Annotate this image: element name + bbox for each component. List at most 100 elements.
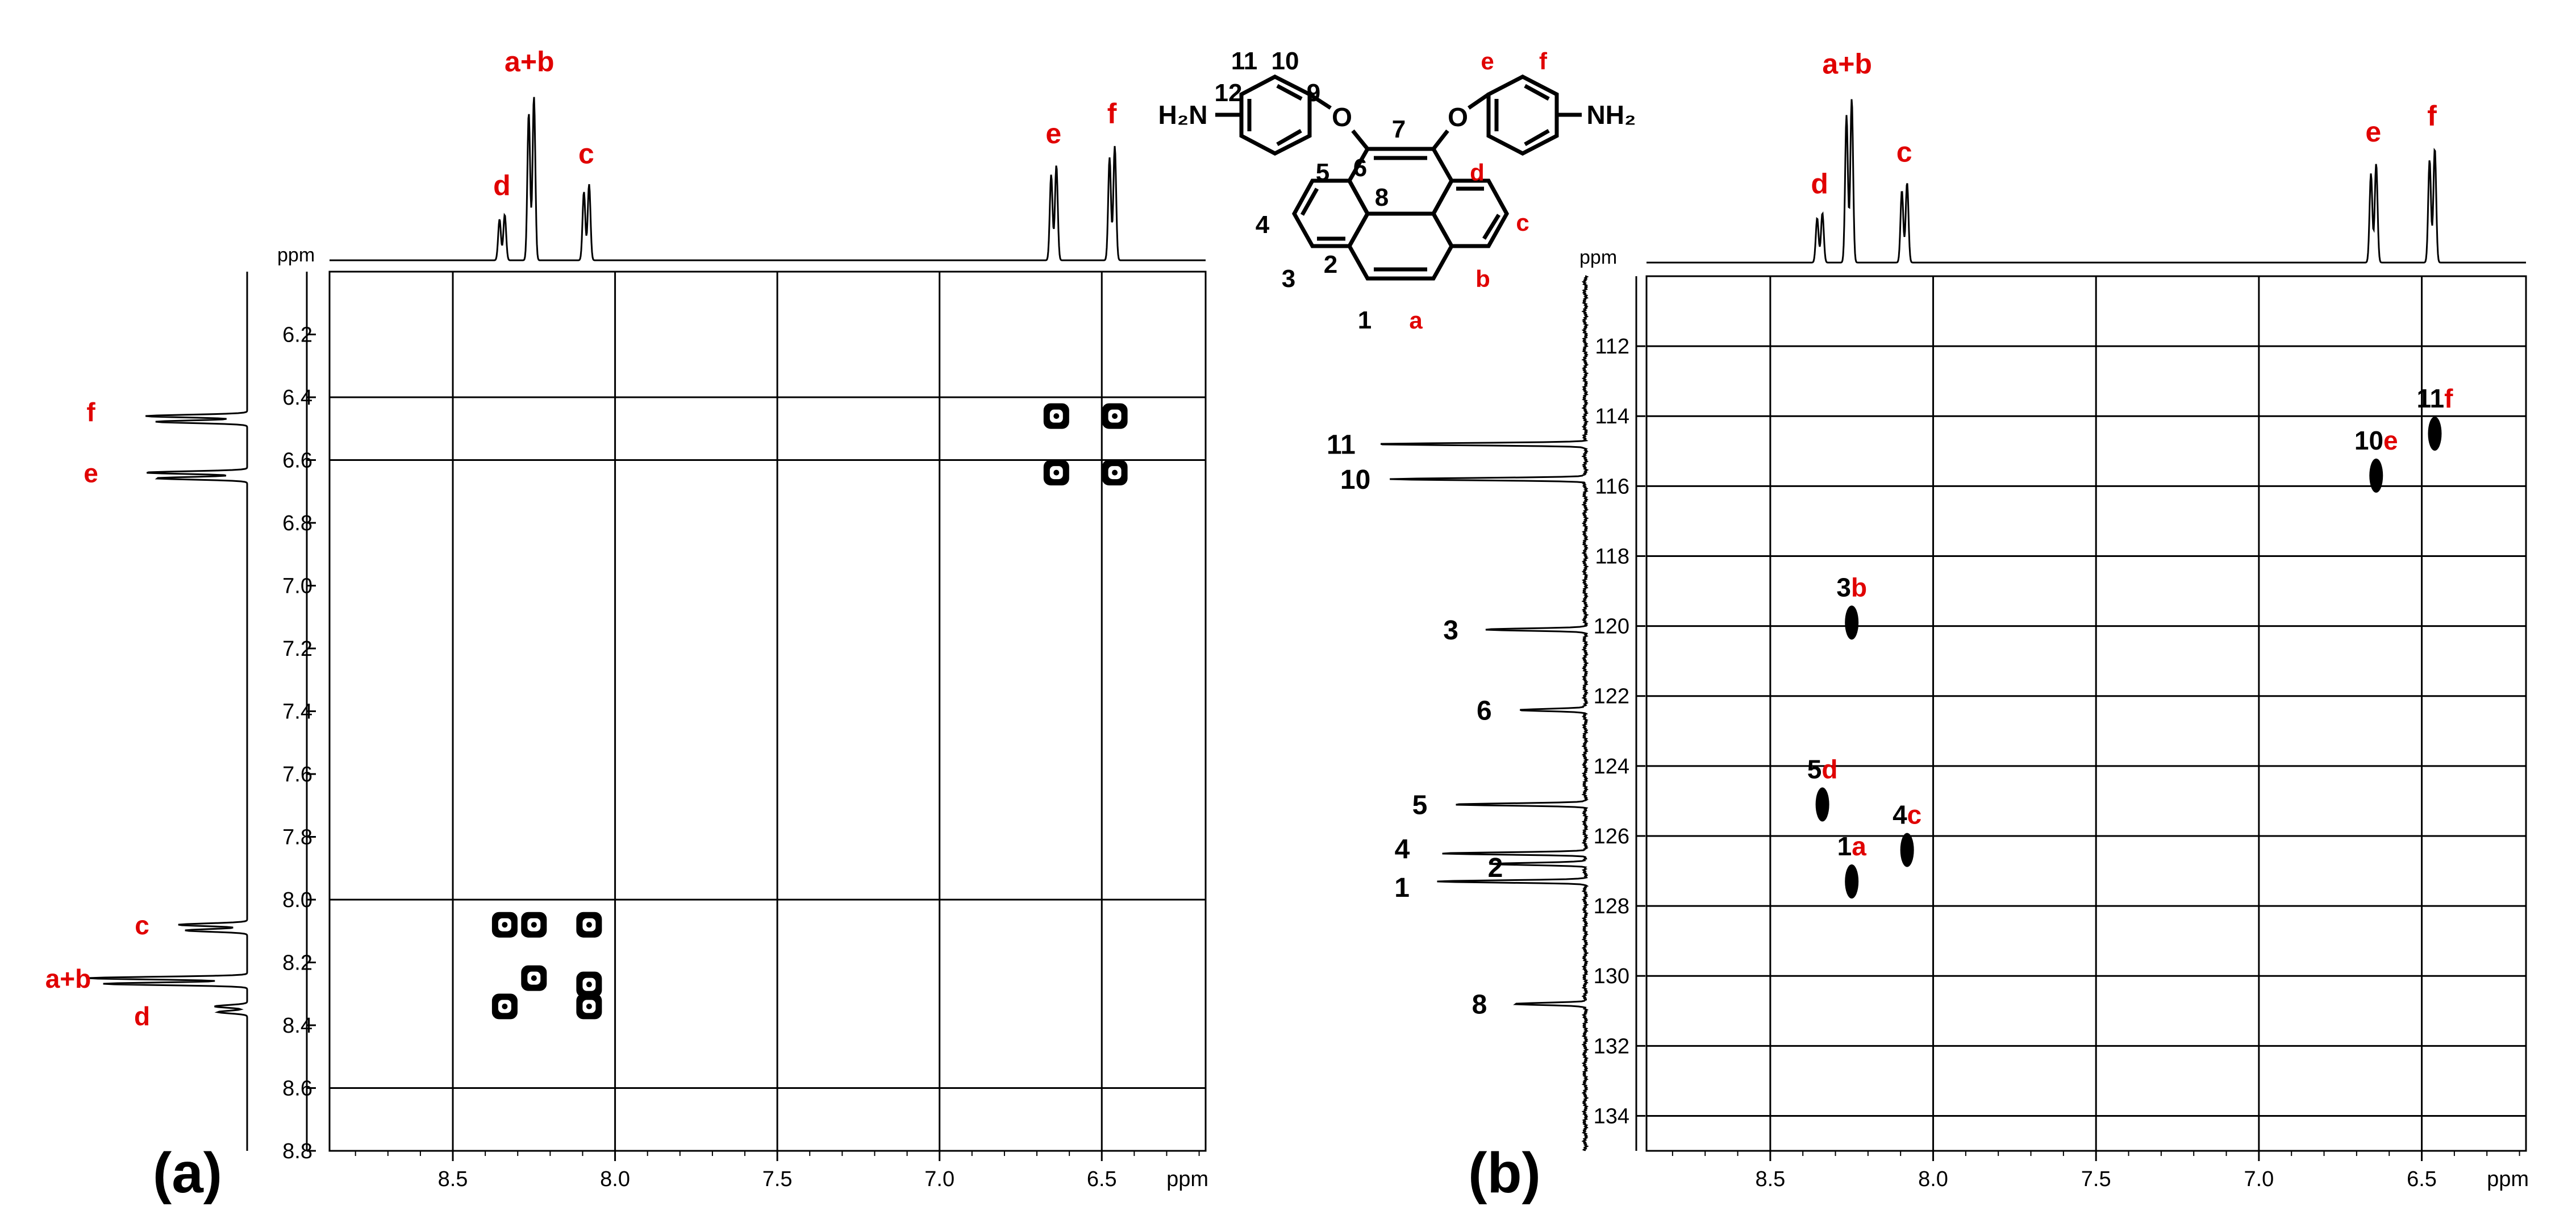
- cross-peak-label: 10e: [2354, 426, 2398, 455]
- left-projection-spectrum: [1380, 275, 1589, 1151]
- left-phenyl-ring: [1239, 74, 1312, 156]
- top-peak-label: e: [1045, 118, 1061, 149]
- cross-peak: [576, 971, 602, 997]
- cross-peak: [491, 912, 518, 938]
- top-peak-label: d: [1811, 168, 1828, 200]
- left-peak-label: 10: [1340, 465, 1370, 495]
- left-peak-label: 8: [1472, 989, 1487, 1020]
- x-tick-label: 6.5: [1087, 1167, 1117, 1191]
- top-peak-label: a+b: [1822, 48, 1872, 80]
- carbon-label: 4: [1256, 211, 1270, 239]
- molecule-structure: [1215, 74, 1582, 281]
- x-tick-label: 8.5: [438, 1167, 468, 1191]
- y-tick-label: 6.8: [282, 511, 312, 535]
- top-peak-label: c: [578, 138, 594, 169]
- cross-peak: [1043, 460, 1069, 486]
- cross-peak-label: 3b: [1836, 572, 1867, 602]
- carbon-label: 12: [1215, 79, 1243, 107]
- proton-label: b: [1475, 265, 1490, 292]
- cross-peak: [1845, 864, 1859, 899]
- y-tick-label: 7.2: [282, 637, 312, 661]
- y-tick-label: 112: [1595, 335, 1629, 359]
- y-tick-label: 6.2: [282, 323, 312, 347]
- cross-peak: [1900, 833, 1914, 867]
- y-tick-label: 118: [1595, 544, 1629, 568]
- y-tick-label: 8.8: [282, 1139, 312, 1163]
- y-tick-label: 7.6: [282, 763, 312, 787]
- left-peak-label: e: [84, 459, 98, 488]
- left-peak-label: a+b: [45, 964, 91, 993]
- top-ppm-unit: ppm: [1579, 247, 1617, 268]
- oxygen-bond-left-ring: [1308, 93, 1332, 110]
- molecule-labels: H₂N NH₂ O O 12 11 10 9 765 8 43 2 1 e f d c b a: [1158, 47, 1636, 334]
- amine-label-left: H₂N: [1158, 100, 1208, 130]
- y-tick-label: 6.4: [282, 386, 312, 410]
- y-tick-label: 134: [1594, 1104, 1629, 1128]
- x-tick-label: 7.5: [2081, 1167, 2111, 1191]
- carbon-label: 5: [1316, 159, 1329, 186]
- y-tick-label: 8.4: [282, 1014, 312, 1038]
- right-phenyl-ring: [1486, 74, 1559, 156]
- proton-label: e: [1481, 48, 1494, 74]
- x-tick-label: 7.0: [924, 1167, 954, 1191]
- cross-peak: [2369, 458, 2383, 493]
- y-tick-label: 124: [1594, 755, 1629, 779]
- left-peak-label: 11: [1327, 430, 1356, 460]
- pyrene-ring-bottom: [1347, 211, 1454, 281]
- cross-peak: [1102, 403, 1128, 429]
- y-tick-label: 120: [1594, 615, 1629, 639]
- carbon-label: 2: [1324, 251, 1337, 278]
- carbon-label: 6: [1353, 154, 1367, 182]
- top-peak-label: c: [1896, 136, 1912, 168]
- top-peak-label: f: [2427, 100, 2437, 132]
- cross-peak: [2428, 417, 2442, 451]
- carbon-label: 10: [1272, 47, 1299, 75]
- panel-a-cosy: 8.5 8.0 7.5 7.0 6.5 ppm 6.2 6.4 6.6 6.8 7.0 7.2 7.4 7…: [45, 45, 1208, 1205]
- oxygen-bond-right-ring: [1468, 93, 1490, 110]
- left-peak-label: 2: [1488, 853, 1503, 883]
- oxygen-bond-left-core: [1351, 129, 1369, 151]
- cross-peak-label: 4c: [1893, 800, 1921, 830]
- top-peak-label: e: [2365, 116, 2381, 148]
- top-projection-spectrum: [330, 97, 1206, 261]
- cross-peak: [521, 912, 547, 938]
- y-tick-label: 7.8: [282, 826, 312, 850]
- cross-peak-label: 5d: [1807, 755, 1838, 784]
- x-tick-label: 7.5: [762, 1167, 793, 1191]
- carbon-label: 1: [1358, 306, 1372, 334]
- left-peak-label: 5: [1412, 791, 1428, 821]
- left-peak-label: 1: [1394, 873, 1410, 903]
- x-tick-label: 8.0: [600, 1167, 630, 1191]
- y-tick-label: 114: [1595, 405, 1629, 429]
- oxygen-label-left: O: [1332, 102, 1352, 132]
- y-tick-label: 8.2: [282, 951, 312, 975]
- oxygen-bond-right-core: [1432, 129, 1449, 151]
- y-tick-label: 128: [1594, 895, 1629, 918]
- y-tick-label: 8.6: [282, 1077, 312, 1101]
- top-ppm-unit: ppm: [277, 244, 315, 266]
- carbon-label: 3: [1282, 265, 1295, 293]
- panel-label-b: (b): [1468, 1141, 1541, 1205]
- carbon-label: 8: [1375, 184, 1389, 211]
- left-peak-label: c: [135, 910, 149, 940]
- left-peak-label: f: [86, 397, 95, 427]
- left-projection-spectrum: [87, 272, 248, 1151]
- cross-peak-label: 1a: [1837, 831, 1867, 861]
- carbon-label: 11: [1231, 47, 1258, 75]
- left-peak-label: 3: [1443, 615, 1458, 646]
- plot-frame-b: [1645, 275, 2527, 1152]
- oxygen-label-right: O: [1448, 102, 1468, 132]
- left-peak-label: 6: [1477, 696, 1492, 726]
- top-peak-label: a+b: [505, 45, 555, 77]
- cross-peak: [1815, 787, 1829, 822]
- proton-label: a: [1409, 307, 1423, 334]
- y-tick-label: 122: [1594, 685, 1629, 709]
- panel-label-a: (a): [153, 1141, 222, 1205]
- y-tick-label: 132: [1594, 1034, 1629, 1058]
- x-axis-unit: ppm: [2487, 1167, 2529, 1191]
- proton-label: c: [1516, 209, 1529, 236]
- proton-label: d: [1470, 159, 1485, 186]
- cross-peak: [576, 993, 602, 1020]
- amine-label-right: NH₂: [1587, 100, 1636, 130]
